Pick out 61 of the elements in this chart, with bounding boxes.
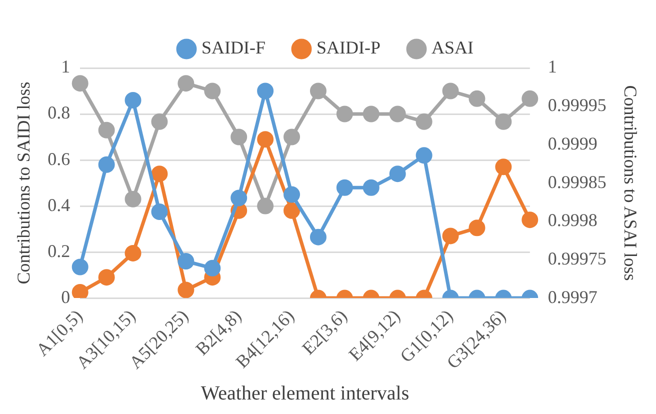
point (442, 82, 459, 100)
point (151, 113, 168, 130)
point (522, 212, 538, 228)
point (522, 90, 538, 107)
y-tick-label: 0.4 (48, 194, 70, 215)
x-axis-title: Weather element intervals (200, 382, 410, 404)
point (98, 269, 115, 286)
point (178, 282, 194, 298)
point (362, 106, 380, 122)
point (389, 166, 406, 182)
y-tick-label: 0 (61, 286, 70, 307)
point (495, 113, 512, 130)
point (389, 106, 406, 122)
point (416, 147, 432, 164)
point (151, 166, 168, 182)
point (442, 228, 459, 244)
y2-axis-title: Contributions to ASAI loss (620, 85, 640, 281)
point (416, 113, 432, 130)
y2-tick-label: 0.9999 (548, 133, 598, 154)
point (124, 190, 142, 208)
point (362, 179, 380, 196)
point (495, 158, 512, 176)
point (336, 106, 353, 122)
y-axis-title: Contributions to SAIDI loss (14, 82, 34, 284)
point (204, 82, 221, 100)
point (310, 228, 326, 246)
point (284, 186, 300, 203)
point (178, 252, 194, 270)
point (178, 75, 194, 92)
point (336, 179, 353, 196)
y2-tick-label: 1 (548, 56, 557, 77)
point (284, 128, 300, 146)
point (284, 202, 300, 219)
y-tick-label: 0.2 (48, 240, 70, 261)
point (230, 128, 248, 146)
point (204, 260, 221, 276)
point (310, 82, 326, 100)
point (124, 244, 142, 262)
point (72, 75, 88, 92)
y2-tick-label: 0.99995 (548, 95, 606, 116)
point (468, 90, 486, 107)
y2-tick-label: 0.9997 (548, 286, 598, 307)
y2-tick-label: 0.99985 (548, 172, 606, 192)
legend-label: SAIDI-P (316, 38, 381, 58)
point (124, 92, 142, 108)
y-tick-label: 0.8 (48, 102, 70, 123)
point (257, 82, 274, 100)
legend-label: ASAI (432, 38, 474, 58)
point (468, 220, 486, 236)
point (257, 131, 274, 148)
point (98, 122, 115, 138)
point (98, 156, 115, 173)
point (230, 190, 248, 206)
y2-tick-label: 0.9998 (548, 210, 598, 230)
y-tick-label: 1 (61, 56, 70, 77)
point (151, 204, 168, 220)
y2-tick-label: 0.99975 (548, 248, 606, 268)
y-tick-label: 0.6 (48, 148, 70, 169)
point (72, 258, 88, 276)
point (257, 198, 274, 214)
legend-label: SAIDI-F (201, 38, 266, 58)
